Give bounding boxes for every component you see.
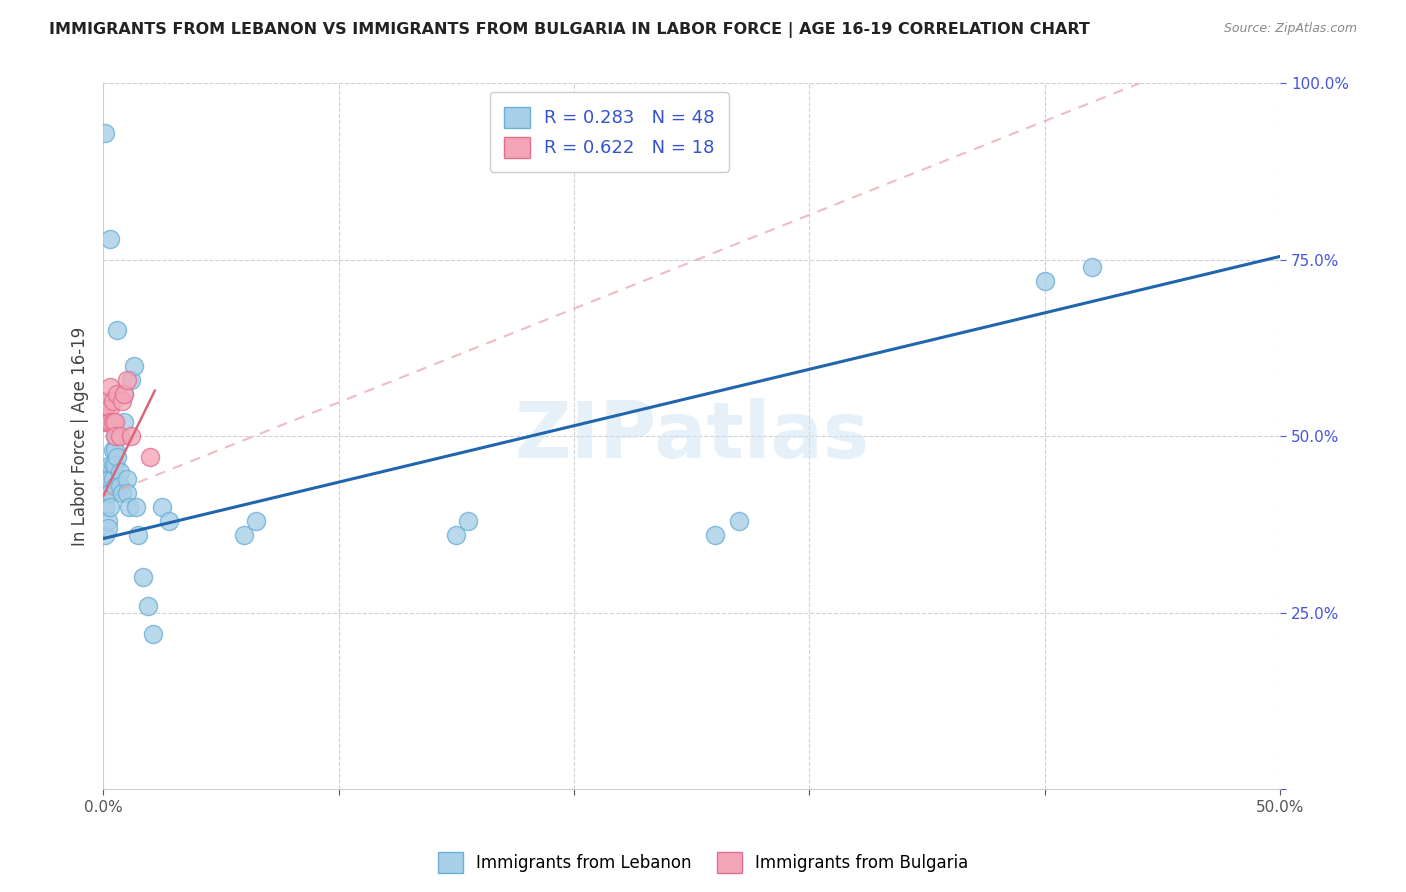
Point	[104, 429, 127, 443]
Point	[98, 472, 121, 486]
Y-axis label: In Labor Force | Age 16-19: In Labor Force | Age 16-19	[72, 326, 89, 546]
Point	[97, 485, 120, 500]
Point	[104, 415, 127, 429]
Point	[115, 485, 138, 500]
Point	[120, 429, 142, 443]
Point	[112, 387, 135, 401]
Point	[104, 478, 127, 492]
Point	[98, 500, 121, 514]
Point	[1033, 274, 1056, 288]
Point	[233, 528, 256, 542]
Point	[728, 514, 751, 528]
Point	[457, 514, 479, 528]
Point	[105, 323, 128, 337]
Point	[105, 429, 128, 443]
Point	[245, 514, 267, 528]
Text: ZIPatlas: ZIPatlas	[515, 399, 869, 475]
Point	[97, 514, 120, 528]
Point	[150, 500, 173, 514]
Point	[132, 570, 155, 584]
Point	[104, 429, 127, 443]
Point	[111, 485, 134, 500]
Point	[98, 458, 121, 472]
Point	[105, 387, 128, 401]
Point	[98, 485, 121, 500]
Point	[98, 380, 121, 394]
Point	[139, 450, 162, 465]
Point	[98, 401, 121, 415]
Legend: Immigrants from Lebanon, Immigrants from Bulgaria: Immigrants from Lebanon, Immigrants from…	[432, 846, 974, 880]
Point	[101, 394, 124, 409]
Point	[94, 478, 117, 492]
Point	[104, 458, 127, 472]
Point	[98, 415, 121, 429]
Point	[112, 415, 135, 429]
Text: Source: ZipAtlas.com: Source: ZipAtlas.com	[1223, 22, 1357, 36]
Point	[97, 415, 120, 429]
Point	[115, 472, 138, 486]
Point	[105, 450, 128, 465]
Text: IMMIGRANTS FROM LEBANON VS IMMIGRANTS FROM BULGARIA IN LABOR FORCE | AGE 16-19 C: IMMIGRANTS FROM LEBANON VS IMMIGRANTS FR…	[49, 22, 1090, 38]
Point	[101, 415, 124, 429]
Point	[111, 394, 134, 409]
Point	[157, 514, 180, 528]
Point	[125, 500, 148, 514]
Point	[108, 429, 131, 443]
Point	[136, 599, 159, 613]
Point	[94, 415, 117, 429]
Point	[118, 500, 141, 514]
Point	[112, 387, 135, 401]
Point	[115, 373, 138, 387]
Point	[94, 528, 117, 542]
Point	[97, 521, 120, 535]
Point	[101, 458, 124, 472]
Point	[446, 528, 468, 542]
Point	[98, 232, 121, 246]
Point	[104, 443, 127, 458]
Point	[97, 472, 120, 486]
Point	[101, 443, 124, 458]
Point	[704, 528, 727, 542]
Point	[142, 627, 165, 641]
Point	[97, 394, 120, 409]
Point	[1081, 260, 1104, 274]
Point	[127, 528, 149, 542]
Point	[94, 126, 117, 140]
Legend: R = 0.283   N = 48, R = 0.622   N = 18: R = 0.283 N = 48, R = 0.622 N = 18	[489, 93, 728, 172]
Point	[94, 401, 117, 415]
Point	[108, 465, 131, 479]
Point	[108, 478, 131, 492]
Point	[120, 373, 142, 387]
Point	[101, 472, 124, 486]
Point	[94, 500, 117, 514]
Point	[122, 359, 145, 373]
